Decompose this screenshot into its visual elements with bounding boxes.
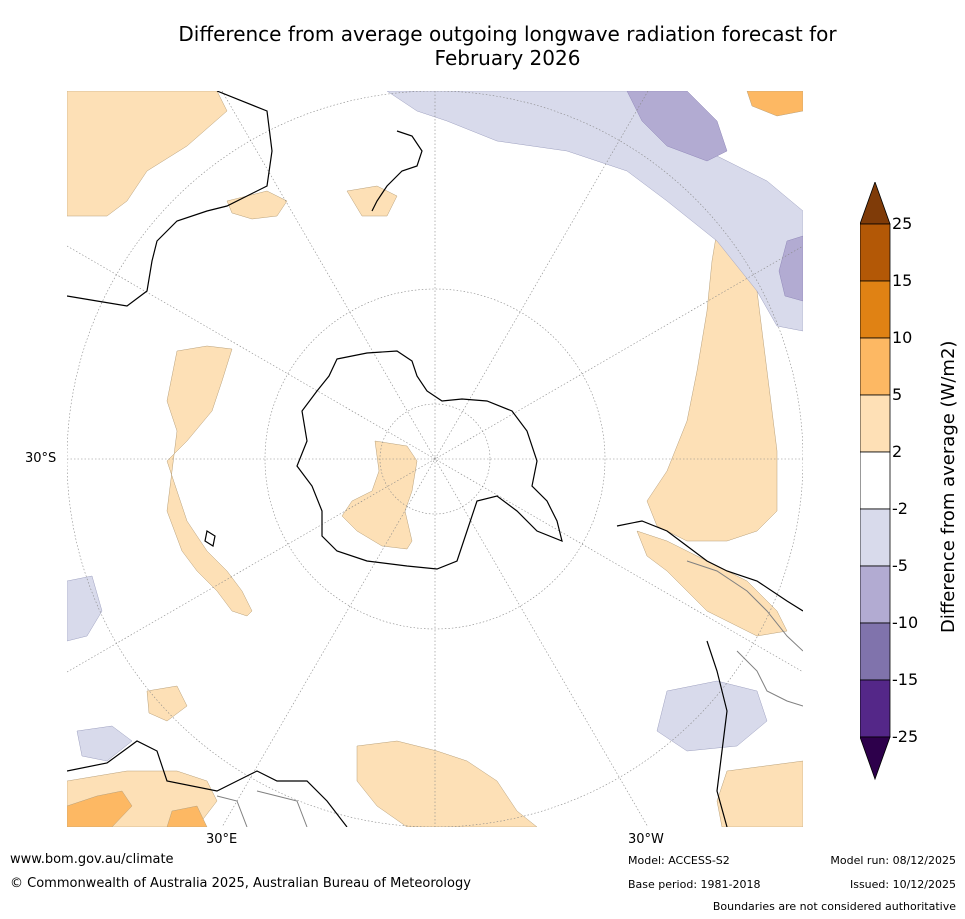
colorbar-band-5-10 [860, 337, 891, 396]
border-south-america-2 [736, 650, 803, 707]
colorbar-band-neg-5-10 [860, 565, 891, 624]
anomaly-region-top-left [67, 91, 228, 217]
anomaly-negative-5-10 [626, 91, 803, 302]
anomaly-region-bottom-right [716, 760, 803, 827]
colorbar-tick-neg-5: -5 [892, 556, 908, 575]
anomaly-region-bottom-left-strong [67, 790, 133, 827]
colorbar-tick-15: 15 [892, 271, 913, 290]
anomaly-region-top-purple [626, 91, 728, 162]
colorbar-band-neg-2-5 [860, 508, 891, 567]
colorbar-band-neg-15-25 [860, 679, 891, 738]
footer-base-period: Base period: 1981-2018 [628, 878, 761, 891]
colorbar-over [860, 182, 891, 225]
coastline-antarctica [296, 350, 563, 570]
anomaly-region-top-right-strong [746, 91, 803, 117]
country-borders [216, 560, 803, 827]
anomaly-region-right-purple [778, 235, 803, 302]
colorbar-tick-5: 5 [892, 385, 903, 404]
coastline-south-america [616, 520, 803, 612]
colorbar-band-neutral [860, 451, 891, 510]
map-title-line1: Difference from average outgoing longwav… [178, 22, 837, 46]
colorbar-band-neg-10-15 [860, 622, 891, 681]
map-title: Difference from average outgoing longwav… [0, 22, 965, 70]
border-africa-1 [216, 795, 248, 827]
colorbar-band-15-25 [860, 223, 891, 282]
colorbar-tick-neg-15: -15 [892, 670, 919, 689]
anomaly-region-bottom-africa-strong [166, 805, 208, 827]
anomaly-region-right-bottom-neg [656, 680, 768, 752]
coastline-africa-south [67, 740, 348, 827]
graticule [67, 91, 803, 827]
anomaly-region-left-patch [166, 345, 253, 617]
colorbar-band-10-15 [860, 280, 891, 339]
polar-map [67, 91, 803, 827]
colorbar-tick-neg-10: -10 [892, 613, 919, 632]
lon-label-30w: 30°W [628, 832, 664, 847]
footer-copyright: © Commonwealth of Australia 2025, Austra… [10, 876, 471, 891]
coastlines [67, 91, 803, 827]
colorbar-tick-2: 2 [892, 442, 903, 461]
footer-model: Model: ACCESS-S2 [628, 854, 730, 867]
footer-model-run: Model run: 08/12/2025 [830, 854, 956, 867]
graticule-circle-mid [264, 288, 606, 630]
anomaly-positive-5-10 [67, 91, 803, 827]
footer-url[interactable]: www.bom.gov.au/climate [10, 852, 174, 867]
colorbar-under [860, 736, 891, 781]
coastline-madagascar [204, 530, 216, 547]
coastline-new-zealand [371, 130, 423, 212]
colorbar-tick-25: 25 [892, 214, 913, 233]
map-title-line2: February 2026 [434, 46, 581, 70]
footer-disclaimer: Boundaries are not considered authoritat… [712, 900, 956, 913]
anomaly-region-left-bottom-neg [76, 725, 133, 762]
anomaly-region-madagascar-south [146, 685, 188, 722]
coastline-south-america-west [706, 640, 728, 827]
coastline-australia [67, 91, 273, 307]
lat-label-30s: 30°S [25, 451, 57, 466]
colorbar-tick-neg-2: -2 [892, 499, 908, 518]
anomaly-region-left-mid-neg [67, 575, 103, 642]
footer-issued: Issued: 10/12/2025 [849, 878, 956, 891]
anomaly-region-nz-east [346, 185, 398, 217]
colorbar-title-text: Difference from average (W/m2) [938, 340, 959, 633]
colorbar [860, 182, 891, 781]
colorbar-band-2-5 [860, 394, 891, 453]
anomaly-region-bottom-center [356, 740, 538, 827]
colorbar-tick-neg-25: -25 [892, 727, 919, 746]
border-africa-2 [256, 790, 308, 827]
colorbar-tick-10: 10 [892, 328, 913, 347]
border-south-america-1 [686, 560, 803, 652]
anomaly-region-right-large [646, 230, 778, 542]
lon-label-30e: 30°E [206, 832, 238, 847]
